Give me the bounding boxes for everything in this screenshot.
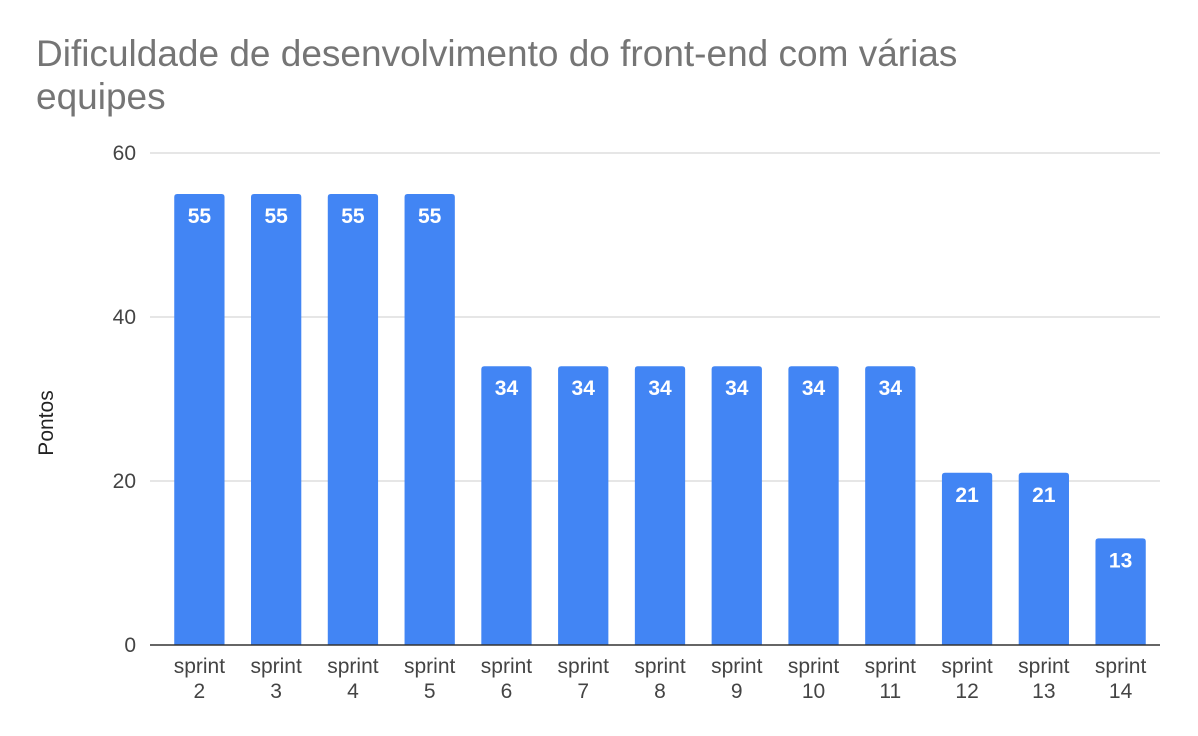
bar	[327, 194, 379, 645]
x-tick-label-line: sprint	[634, 655, 686, 678]
x-tick-label-line: 5	[424, 680, 436, 703]
x-tick-label-line: sprint	[1095, 655, 1147, 678]
y-tick-label: 0	[124, 634, 136, 657]
x-tick-label-line: 8	[654, 680, 666, 703]
data-label: 34	[879, 377, 903, 400]
x-tick-label: sprint 10	[788, 655, 840, 703]
bar	[404, 194, 455, 645]
y-tick-label: 40	[113, 306, 136, 329]
x-tick-label-line: 7	[577, 680, 589, 703]
data-label: 34	[495, 377, 519, 400]
bar	[941, 472, 993, 645]
x-tick-label-line: sprint	[327, 655, 379, 678]
x-tick-label-line: 2	[194, 680, 206, 703]
data-label: 34	[725, 377, 749, 400]
x-tick-label-line: 13	[1032, 680, 1055, 703]
y-tick-label: 20	[113, 470, 136, 493]
bar	[788, 366, 839, 645]
data-label: 55	[418, 205, 442, 228]
x-tick-label-line: sprint	[404, 655, 456, 678]
x-tick-label-line: sprint	[558, 655, 610, 678]
bar	[174, 194, 225, 645]
bar	[481, 366, 532, 645]
bar	[251, 194, 302, 645]
x-tick-label: sprint 5	[404, 655, 456, 703]
y-tick-label: 60	[113, 142, 136, 165]
x-tick-label-line: 14	[1109, 680, 1133, 703]
x-tick-label-line: sprint	[941, 655, 993, 678]
x-tick-label-line: sprint	[788, 655, 840, 678]
data-label: 34	[648, 377, 672, 400]
x-tick-label-line: sprint	[711, 655, 763, 678]
chart-title: Dificuldade de desenvolvimento do front-…	[36, 33, 958, 117]
x-tick-label: sprint 12	[941, 655, 993, 703]
x-tick-label: sprint 6	[481, 655, 533, 703]
x-tick-label-line: sprint	[1018, 655, 1070, 678]
data-label: 13	[1109, 549, 1132, 572]
data-labels: 55 55 55 55 34 34 34 34 34 34 21 21 13	[188, 205, 1133, 572]
x-tick-label-line: sprint	[481, 655, 533, 678]
data-label: 21	[1032, 484, 1056, 507]
data-label: 55	[341, 205, 365, 228]
x-tick-label: sprint 9	[711, 655, 763, 703]
x-tick-label-line: 9	[731, 680, 743, 703]
x-tick-label: sprint 11	[865, 655, 917, 703]
x-tick-label: sprint 13	[1018, 655, 1070, 703]
bar	[1018, 472, 1069, 645]
x-tick-label-line: 12	[955, 680, 978, 703]
x-tick-label: sprint 7	[558, 655, 610, 703]
bar	[865, 366, 916, 645]
x-tick-label-line: sprint	[250, 655, 302, 678]
data-label: 55	[264, 205, 288, 228]
data-label: 21	[955, 484, 979, 507]
bar	[634, 366, 686, 645]
x-tick-label-line: 10	[802, 680, 825, 703]
x-tick-label-line: 3	[270, 680, 282, 703]
data-label: 34	[802, 377, 826, 400]
x-tick-label: sprint 14	[1095, 655, 1147, 703]
x-tick-label: sprint 8	[634, 655, 686, 703]
x-tick-label-line: 11	[879, 680, 901, 703]
y-axis-ticks: 0 20 40 60	[113, 142, 136, 657]
x-tick-label-line: sprint	[174, 655, 226, 678]
x-tick-label: sprint 2	[174, 655, 226, 703]
x-tick-label-line: 4	[347, 680, 359, 703]
data-label: 55	[188, 205, 212, 228]
y-axis-title: Pontos	[35, 390, 58, 455]
bar	[1095, 538, 1146, 645]
x-tick-label: sprint 3	[250, 655, 302, 703]
bars	[174, 194, 1146, 645]
bar	[711, 366, 762, 645]
x-tick-label: sprint 4	[327, 655, 379, 703]
bar	[558, 366, 609, 645]
data-label: 34	[572, 377, 596, 400]
x-tick-label-line: 6	[501, 680, 513, 703]
x-tick-label-line: sprint	[865, 655, 917, 678]
